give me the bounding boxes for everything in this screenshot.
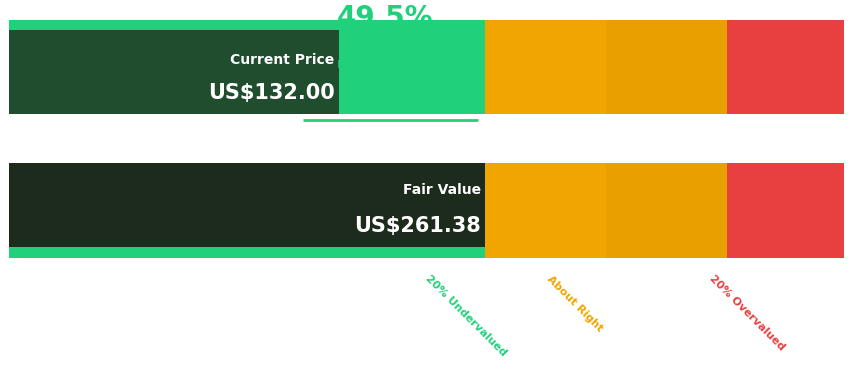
- Bar: [9, 20, 430, 30]
- Text: 20% Overvalued: 20% Overvalued: [707, 274, 786, 353]
- Bar: [9, 114, 843, 163]
- Bar: [430, 247, 485, 258]
- Text: Current Price: Current Price: [230, 53, 334, 66]
- Text: About Right: About Right: [544, 274, 604, 333]
- Bar: [9, 30, 430, 114]
- Bar: [727, 247, 843, 258]
- Bar: [430, 163, 485, 247]
- Bar: [9, 30, 338, 114]
- Bar: [485, 30, 606, 114]
- Text: 49.5%: 49.5%: [337, 4, 433, 32]
- Text: US$132.00: US$132.00: [208, 83, 334, 103]
- Bar: [606, 30, 727, 114]
- Text: 20% Undervalued: 20% Undervalued: [423, 274, 508, 358]
- Text: Fair Value: Fair Value: [402, 183, 481, 197]
- Bar: [430, 30, 485, 114]
- Bar: [606, 163, 727, 247]
- Text: US$261.38: US$261.38: [354, 216, 481, 236]
- Bar: [430, 20, 485, 30]
- Bar: [606, 247, 727, 258]
- Bar: [485, 247, 606, 258]
- Bar: [727, 30, 843, 114]
- Bar: [9, 163, 485, 247]
- Text: Undervalued: Undervalued: [337, 59, 436, 73]
- Bar: [727, 20, 843, 30]
- Bar: [727, 163, 843, 247]
- Bar: [9, 247, 430, 258]
- Bar: [485, 20, 606, 30]
- Bar: [9, 163, 430, 247]
- Bar: [606, 20, 727, 30]
- Bar: [485, 163, 606, 247]
